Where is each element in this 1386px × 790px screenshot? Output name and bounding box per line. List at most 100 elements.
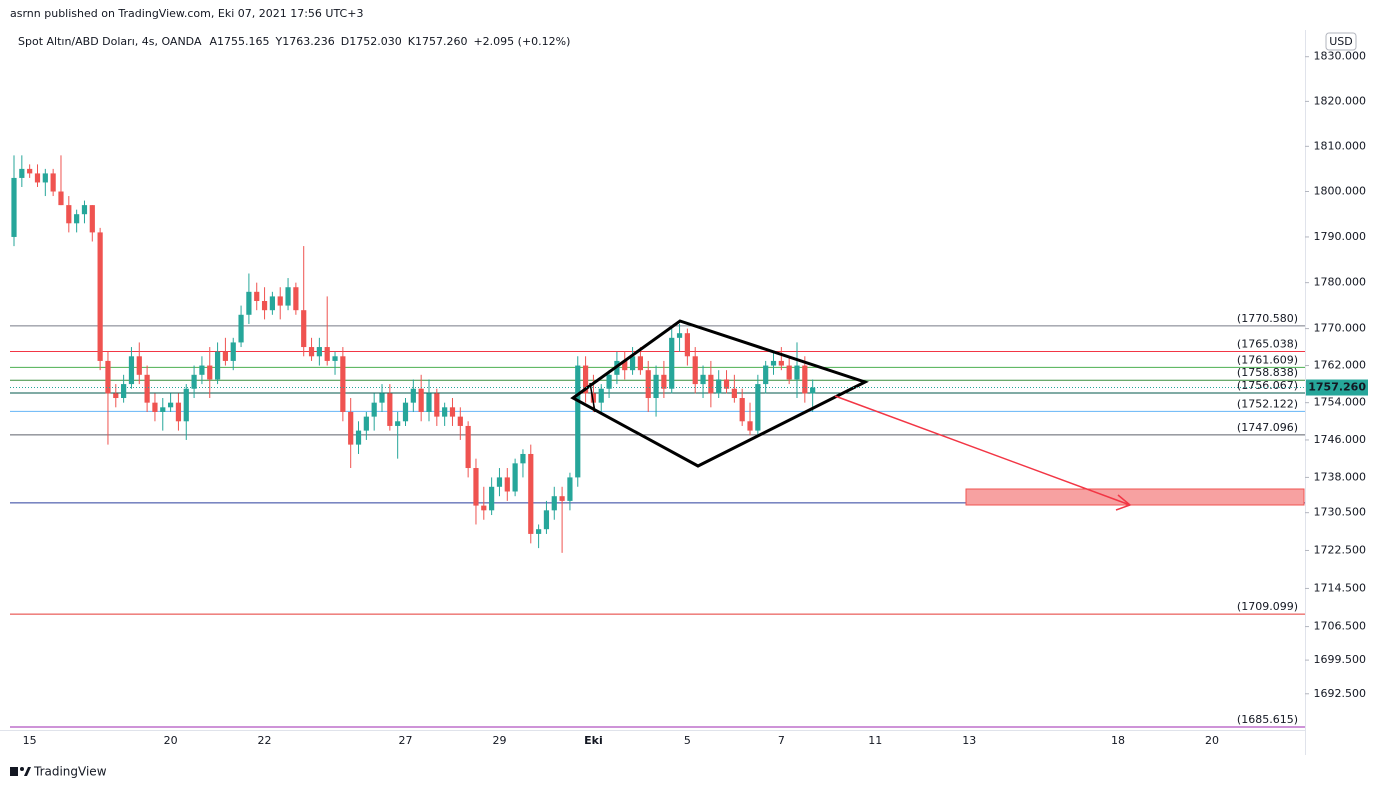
y-tick-label: 1706.500: [1314, 620, 1367, 633]
candle-body: [449, 407, 456, 417]
candle-body: [755, 384, 761, 431]
drawings: [570, 319, 1305, 511]
candle-body: [770, 360, 777, 366]
x-tick-label: 18: [1111, 734, 1125, 747]
candle-body: [700, 374, 706, 385]
candle-body: [465, 425, 471, 469]
candle-body: [629, 356, 636, 371]
level-label: (1765.038): [1237, 337, 1298, 350]
candle-body: [183, 388, 189, 422]
y-tick-label: 1800.000: [1314, 185, 1367, 198]
candle-body: [395, 421, 401, 426]
candle-body: [802, 365, 808, 394]
candle-body: [105, 360, 111, 394]
level-label: (1756.067): [1237, 379, 1298, 392]
ohlc-key: K: [408, 35, 416, 48]
last-price-tag: [1306, 379, 1368, 396]
arrow: [834, 395, 1131, 506]
logo-mark: [20, 767, 24, 771]
candle-body: [324, 347, 330, 361]
candle-body: [175, 402, 182, 422]
candle-body: [261, 300, 268, 311]
candle-body: [269, 296, 275, 311]
candle-body: [308, 347, 315, 357]
y-tick-label: 1730.500: [1314, 506, 1367, 519]
candle-body: [582, 365, 589, 394]
candle-body: [692, 356, 698, 385]
candle-body: [426, 393, 432, 412]
y-tick-label: 1830.000: [1314, 50, 1367, 63]
candle-body: [27, 168, 33, 174]
currency: USD: [1329, 35, 1353, 48]
y-tick-label: 1714.500: [1314, 581, 1367, 594]
candle-body: [763, 365, 769, 385]
candle-body: [58, 191, 64, 206]
y-tick-label: 1754.000: [1314, 396, 1367, 409]
candle-body: [496, 477, 503, 487]
legend: Spot Altın/ABD Doları, 4s, OANDA A 1755.16…: [18, 35, 570, 48]
candle-body: [348, 411, 354, 445]
y-tick-label: 1699.500: [1314, 653, 1367, 666]
level-label: (1761.609): [1237, 353, 1298, 366]
candle-body: [121, 384, 127, 399]
candle-body: [230, 342, 236, 361]
candle-body: [199, 365, 205, 375]
x-tick-label: 5: [684, 734, 691, 747]
candle-body: [207, 365, 213, 380]
y-tick-label: 1780.000: [1314, 276, 1367, 289]
candle-body: [622, 360, 628, 371]
candle-body: [371, 402, 377, 417]
ohlc-value: 1752.030: [349, 35, 402, 48]
y-tick-label: 1820.000: [1314, 94, 1367, 107]
candle-body: [74, 214, 80, 224]
candle-body: [50, 173, 56, 192]
header: asrnn published on TradingView.com, Eki …: [10, 7, 363, 20]
candle-body: [136, 356, 142, 375]
ohlc-key: D: [341, 35, 349, 48]
candle-body: [11, 177, 17, 237]
level-label: (1747.096): [1237, 421, 1298, 434]
candle-body: [590, 393, 597, 403]
marks: (1770.580) (1765.038) (1761.609)(1758.838)…: [10, 155, 1305, 728]
candle-body: [747, 421, 753, 431]
last-price-label: 1757.260: [1308, 381, 1366, 394]
candle-body: [731, 388, 737, 399]
candle-body: [794, 365, 800, 380]
candle-body: [457, 416, 463, 426]
candle-body: [551, 496, 557, 511]
candle-body: [168, 402, 174, 408]
candle-body: [481, 505, 487, 511]
candle-body: [277, 296, 283, 306]
candle-body: [653, 374, 659, 399]
candle-body: [676, 333, 683, 338]
level-label: (1758.838): [1237, 366, 1298, 379]
candle-body: [89, 205, 95, 233]
candle-body: [340, 356, 346, 412]
candle-body: [442, 407, 448, 417]
x-tick-label: 20: [164, 734, 178, 747]
candle-body: [434, 393, 440, 417]
footer-logo: TradingView: [10, 765, 107, 779]
x-tick-label: 7: [778, 734, 785, 747]
x-tick-label: 15: [23, 734, 37, 747]
candle-body: [536, 529, 542, 534]
candle-body: [606, 374, 612, 389]
candle-body: [684, 333, 690, 357]
candle-body: [379, 393, 385, 403]
y-tick-label: 1762.000: [1314, 359, 1367, 372]
candle-body: [42, 173, 48, 183]
candle-body: [708, 374, 714, 394]
candle-body: [301, 310, 307, 348]
candle-body: [66, 205, 72, 224]
candle-body: [128, 356, 135, 385]
candle-body: [504, 477, 510, 492]
y-tick-label: 1692.500: [1314, 687, 1367, 700]
candle-body: [285, 287, 291, 306]
candle-body: [387, 393, 393, 426]
candle-body: [810, 387, 816, 394]
candle-body: [363, 416, 369, 431]
candle-body: [316, 347, 322, 357]
candle-body: [778, 360, 784, 366]
candle-body: [543, 510, 550, 530]
